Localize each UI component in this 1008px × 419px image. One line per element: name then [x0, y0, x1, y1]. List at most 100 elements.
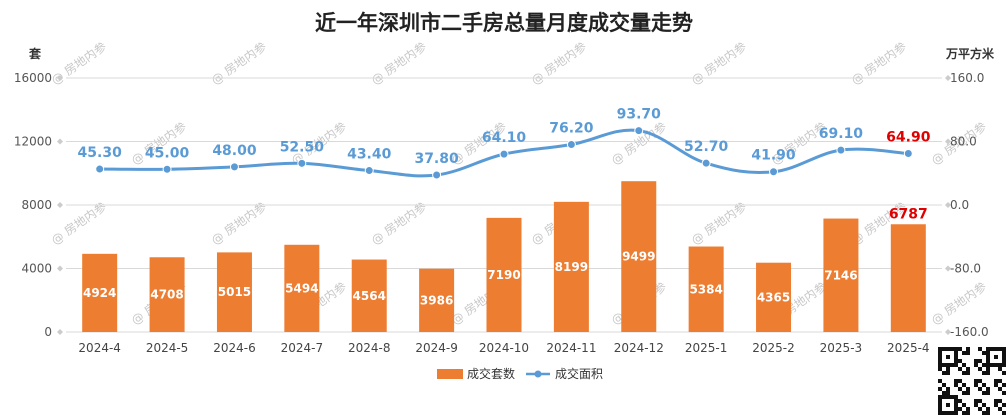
bar	[890, 224, 926, 332]
bar-data-label: 7190	[487, 268, 520, 282]
qr-module	[986, 371, 990, 375]
line-data-label: 45.00	[145, 145, 190, 161]
watermark-text: @ 房地内参	[208, 39, 269, 88]
right-tick-marker	[945, 265, 951, 272]
bar	[284, 244, 320, 332]
line-point	[95, 164, 105, 174]
qr-module	[966, 387, 970, 391]
qr-module	[966, 351, 970, 355]
qr-module	[946, 403, 950, 407]
qr-module	[958, 399, 962, 403]
x-tick-label: 2025-2	[752, 341, 795, 355]
qr-module	[962, 351, 966, 355]
qr-module	[978, 399, 982, 403]
qr-module	[978, 407, 982, 411]
qr-module	[946, 347, 950, 351]
right-tick-marker	[945, 75, 951, 81]
watermark-text: @ 房地内参	[688, 199, 749, 248]
qr-module	[982, 383, 986, 387]
qr-module	[994, 403, 998, 407]
right-tick-label: -160.0	[950, 325, 989, 339]
x-tick-label: 2024-11	[546, 341, 596, 355]
right-tick-label: 0.0	[950, 198, 969, 212]
qr-module	[954, 383, 958, 387]
qr-module	[946, 367, 950, 371]
x-tick-label: 2024-6	[213, 341, 256, 355]
bar-data-label: 4708	[150, 288, 183, 302]
qr-module	[974, 359, 978, 363]
qr-module	[986, 367, 990, 371]
qr-module	[942, 391, 946, 395]
watermark-text: @ 房地内参	[48, 199, 109, 248]
legend-label-line: 成交面积	[555, 366, 603, 381]
qr-module	[1002, 351, 1006, 355]
line-data-labels: 45.30 45.00 48.00 52.50 43.40 37.80 64.10 76.20…	[78, 107, 931, 167]
line-data-label: 64.10	[482, 130, 527, 146]
right-tick-marker	[945, 138, 951, 145]
left-axis-ticks: 0 4000 8000 12000 16000	[14, 71, 63, 339]
qr-module	[938, 411, 942, 415]
qr-module	[1002, 347, 1006, 351]
qr-module	[946, 411, 950, 415]
qr-module	[966, 407, 970, 411]
line-data-label: 69.10	[819, 126, 864, 142]
chart-title: 近一年深圳市二手房总量月度成交量走势	[315, 11, 693, 35]
right-tick-label: 160.0	[950, 71, 984, 85]
qr-module	[954, 359, 958, 363]
qr-module	[946, 355, 950, 359]
legend-swatch-line-marker	[534, 370, 542, 378]
qr-module	[946, 363, 950, 367]
qr-module	[998, 407, 1002, 411]
x-tick-label: 2025-4	[887, 341, 930, 355]
right-tick-marker	[945, 329, 951, 335]
qr-module	[966, 371, 970, 375]
qr-module	[1002, 411, 1006, 415]
line-point	[701, 158, 711, 168]
qr-module	[982, 391, 986, 395]
qr-module	[966, 367, 970, 371]
qr-module	[954, 411, 958, 415]
qr-module	[958, 387, 962, 391]
qr-module	[982, 363, 986, 367]
qr-module	[958, 407, 962, 411]
qr-module	[974, 399, 978, 403]
qr-module	[958, 359, 962, 363]
x-tick-label: 2025-3	[820, 341, 863, 355]
qr-module	[986, 363, 990, 367]
qr-module	[962, 383, 966, 387]
right-tick-label: 80.0	[950, 135, 977, 149]
bar-data-label: 3986	[420, 293, 453, 307]
qr-module	[966, 391, 970, 395]
qr-module	[994, 347, 998, 351]
line-point	[162, 164, 172, 174]
line-point	[364, 166, 374, 176]
bar-data-label: 9499	[622, 250, 655, 264]
qr-module	[938, 355, 942, 359]
bar-data-label: 5494	[285, 281, 318, 295]
qr-module	[986, 387, 990, 391]
qr-module	[958, 367, 962, 371]
watermark-text: @ 房地内参	[528, 39, 589, 88]
qr-module	[998, 347, 1002, 351]
line-point	[769, 167, 779, 177]
watermark-text: @ 房地内参	[928, 279, 989, 328]
legend-label-bars: 成交套数	[467, 366, 515, 381]
line-data-label: 45.30	[78, 145, 123, 161]
qr-module	[954, 395, 958, 399]
qr-module	[986, 391, 990, 395]
qr-module	[978, 359, 982, 363]
qr-module	[978, 379, 982, 383]
qr-module	[998, 379, 1002, 383]
qr-module	[986, 359, 990, 363]
left-tick-marker	[57, 202, 63, 208]
bar-data-label: 8199	[555, 260, 588, 274]
qr-module	[1002, 391, 1006, 395]
legend: 成交套数 成交面积	[437, 366, 603, 381]
qr-module	[978, 387, 982, 391]
qr-module	[946, 387, 950, 391]
bar	[351, 259, 387, 332]
qr-module	[986, 411, 990, 415]
bar-data-label: 7146	[824, 268, 857, 282]
qr-module	[954, 403, 958, 407]
